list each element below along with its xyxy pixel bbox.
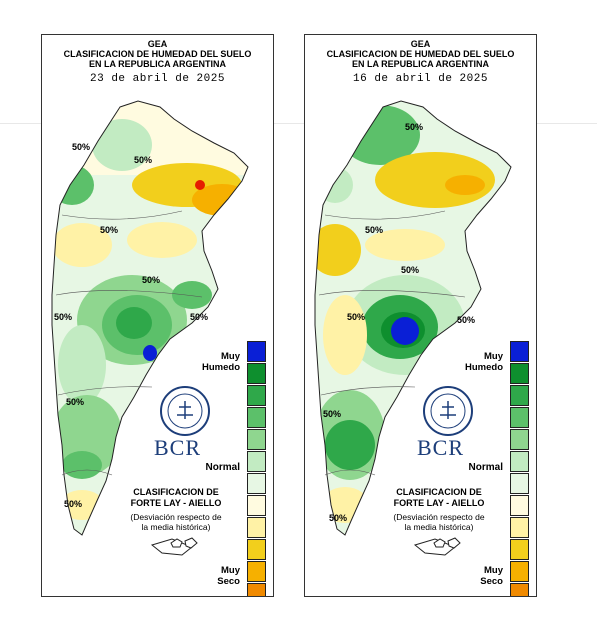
legend-swatch bbox=[247, 583, 266, 596]
legend-swatch bbox=[510, 363, 529, 384]
contour-label: 50% bbox=[405, 122, 423, 132]
legend-swatch bbox=[247, 561, 266, 582]
contour-label: 50% bbox=[100, 225, 118, 235]
soil-moisture-map-apr23: GEA CLASIFICACION DE HUMEDAD DEL SUELO E… bbox=[41, 34, 274, 597]
legend-label-line: Humedo bbox=[465, 362, 503, 373]
legend-swatch bbox=[510, 517, 529, 538]
legend-label-line: Humedo bbox=[202, 362, 240, 373]
legend-swatch bbox=[510, 473, 529, 494]
bcr-logo: BCR bbox=[417, 435, 465, 460]
contour-label: 50% bbox=[365, 225, 383, 235]
bcr-seal-icon bbox=[160, 386, 210, 436]
legend-swatch bbox=[510, 561, 529, 582]
header-title: CLASIFICACION DE HUMEDAD DEL SUELO bbox=[63, 49, 252, 59]
background-rule bbox=[0, 123, 597, 124]
note-line: la media histórica) bbox=[404, 522, 474, 532]
map-date: 23 de abril de 2025 bbox=[90, 73, 225, 85]
header-subtitle: EN LA REPUBLICA ARGENTINA bbox=[352, 59, 489, 69]
header-title: CLASIFICACION DE HUMEDAD DEL SUELO bbox=[326, 49, 515, 59]
contour-label: 50% bbox=[66, 397, 84, 407]
legend-swatch bbox=[510, 539, 529, 560]
legend-label-very-dry: Muy Seco bbox=[192, 565, 240, 587]
legend-swatch bbox=[247, 385, 266, 406]
legend-label-line: Muy bbox=[484, 351, 503, 362]
contour-label: 50% bbox=[323, 409, 341, 419]
header-org: GEA bbox=[410, 39, 431, 49]
legend-swatch bbox=[510, 407, 529, 428]
note-line: la media histórica) bbox=[141, 522, 211, 532]
malvinas-islands-icon bbox=[170, 537, 198, 549]
contour-label: 50% bbox=[190, 312, 208, 322]
legend-label-normal: Normal bbox=[468, 462, 503, 473]
legend-swatch bbox=[510, 385, 529, 406]
classification-note: (Desviación respecto de la media históri… bbox=[375, 512, 503, 532]
legend-swatch bbox=[510, 429, 529, 450]
contour-label: 50% bbox=[134, 155, 152, 165]
note-line: (Desviación respecto de bbox=[393, 512, 485, 522]
legend-swatch bbox=[247, 517, 266, 538]
argentina-map-left: 50% 50% 50% 50% 50% 50% 50% 50% bbox=[51, 100, 249, 556]
header-org: GEA bbox=[147, 39, 168, 49]
header-subtitle: EN LA REPUBLICA ARGENTINA bbox=[89, 59, 226, 69]
legend-swatch bbox=[510, 451, 529, 472]
legend-swatch bbox=[510, 341, 529, 362]
classification-line: FORTE LAY - AIELLO bbox=[130, 498, 222, 508]
legend-label-line: Muy bbox=[221, 565, 240, 576]
classification-note: (Desviación respecto de la media históri… bbox=[112, 512, 240, 532]
legend-swatch bbox=[247, 473, 266, 494]
classification-line: CLASIFICACION DE bbox=[133, 487, 219, 497]
legend-label-line: Muy bbox=[484, 565, 503, 576]
legend-label-very-wet: Muy Humedo bbox=[192, 351, 240, 373]
legend-label-very-wet: Muy Humedo bbox=[455, 351, 503, 373]
legend-scale bbox=[510, 341, 529, 596]
legend-label-very-dry: Muy Seco bbox=[455, 565, 503, 587]
classification-line: FORTE LAY - AIELLO bbox=[393, 498, 485, 508]
legend-swatch bbox=[510, 495, 529, 516]
contour-label: 50% bbox=[142, 275, 160, 285]
legend-swatch bbox=[247, 429, 266, 450]
map-date: 16 de abril de 2025 bbox=[353, 73, 488, 85]
legend-swatch bbox=[510, 583, 529, 596]
legend-swatch bbox=[247, 539, 266, 560]
legend-label-line: Seco bbox=[217, 576, 240, 587]
classification-line: CLASIFICACION DE bbox=[396, 487, 482, 497]
legend-label-normal: Normal bbox=[205, 462, 240, 473]
argentina-map-right: 50% 50% 50% 50% 50% 50% 50% bbox=[314, 100, 512, 556]
contour-label: 50% bbox=[64, 499, 82, 509]
soil-moisture-map-apr16: GEA CLASIFICACION DE HUMEDAD DEL SUELO E… bbox=[304, 34, 537, 597]
contour-label: 50% bbox=[54, 312, 72, 322]
legend-label-line: Muy bbox=[221, 351, 240, 362]
legend-swatch bbox=[247, 495, 266, 516]
note-line: (Desviación respecto de bbox=[130, 512, 222, 522]
bcr-logo: BCR bbox=[154, 435, 202, 460]
classification-title: CLASIFICACION DE FORTE LAY - AIELLO bbox=[375, 487, 503, 509]
classification-title: CLASIFICACION DE FORTE LAY - AIELLO bbox=[112, 487, 240, 509]
contour-label: 50% bbox=[329, 513, 347, 523]
malvinas-islands-icon bbox=[433, 537, 461, 549]
bcr-seal-icon bbox=[423, 386, 473, 436]
contour-label: 50% bbox=[457, 315, 475, 325]
legend-scale bbox=[247, 341, 266, 596]
contour-label: 50% bbox=[347, 312, 365, 322]
legend-swatch bbox=[247, 363, 266, 384]
legend-label-line: Seco bbox=[480, 576, 503, 587]
legend-swatch bbox=[247, 341, 266, 362]
contour-label: 50% bbox=[72, 142, 90, 152]
legend-swatch bbox=[247, 407, 266, 428]
legend-swatch bbox=[247, 451, 266, 472]
contour-label: 50% bbox=[401, 265, 419, 275]
